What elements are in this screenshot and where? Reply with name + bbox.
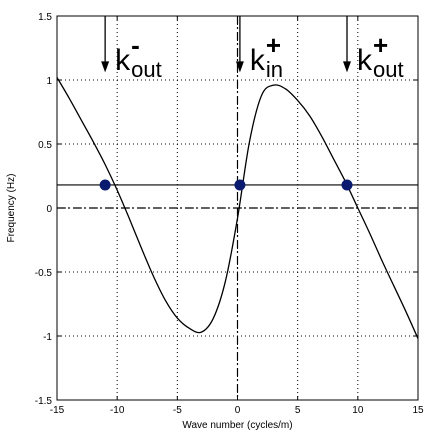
y-tick-label: 0 bbox=[46, 204, 52, 215]
annotation-subscript: out bbox=[373, 57, 404, 82]
y-tick-label: -1.5 bbox=[35, 396, 53, 407]
annotation-subscript: in bbox=[266, 57, 283, 82]
x-axis-title: Wave number (cycles/m) bbox=[182, 420, 292, 431]
x-tick-label: -10 bbox=[110, 405, 125, 416]
arrow-head bbox=[343, 61, 352, 73]
x-tick-labels: -15 -10 -5 0 5 10 15 bbox=[50, 405, 424, 416]
arrow-head bbox=[101, 61, 110, 73]
x-tick-label: 15 bbox=[412, 405, 424, 416]
intersection-point bbox=[234, 179, 246, 191]
dispersion-curve bbox=[56, 77, 419, 339]
y-tick-label: -1 bbox=[43, 332, 52, 343]
y-tick-label: -0.5 bbox=[35, 268, 53, 279]
y-tick-label: 1.5 bbox=[38, 12, 52, 23]
intersection-point bbox=[99, 179, 111, 191]
annotation-superscript: + bbox=[266, 30, 281, 60]
x-tick-label: -5 bbox=[173, 405, 182, 416]
y-tick-label: 1 bbox=[46, 76, 52, 87]
x-tick-label: 0 bbox=[235, 405, 241, 416]
x-tick-label: 5 bbox=[295, 405, 301, 416]
annotation-superscript: + bbox=[373, 30, 388, 60]
x-tick-label: 10 bbox=[352, 405, 364, 416]
y-tick-labels: -1.5 -1 -0.5 0 0.5 1 1.5 bbox=[35, 12, 53, 407]
y-axis-title: Frequency (Hz) bbox=[6, 174, 17, 243]
wavenumber-annotation: k +out bbox=[357, 30, 404, 82]
arrow-head bbox=[235, 61, 244, 73]
annotations: k -out k +in k +out bbox=[115, 30, 403, 82]
x-tick-label: -15 bbox=[50, 405, 65, 416]
tick-marks bbox=[56, 15, 419, 401]
annotation-superscript: - bbox=[131, 30, 140, 60]
annotation-k: k bbox=[115, 44, 131, 77]
intersection-point bbox=[341, 179, 353, 191]
annotation-k: k bbox=[357, 44, 373, 77]
annotation-arrows bbox=[101, 16, 352, 73]
annotation-k: k bbox=[250, 44, 266, 77]
wavenumber-annotation: k +in bbox=[250, 30, 283, 82]
dispersion-curve-layer bbox=[56, 77, 419, 339]
y-tick-label: 0.5 bbox=[38, 140, 52, 151]
wavenumber-annotation: k -out bbox=[115, 30, 162, 82]
intersection-points bbox=[99, 179, 353, 191]
annotation-subscript: out bbox=[131, 57, 162, 82]
